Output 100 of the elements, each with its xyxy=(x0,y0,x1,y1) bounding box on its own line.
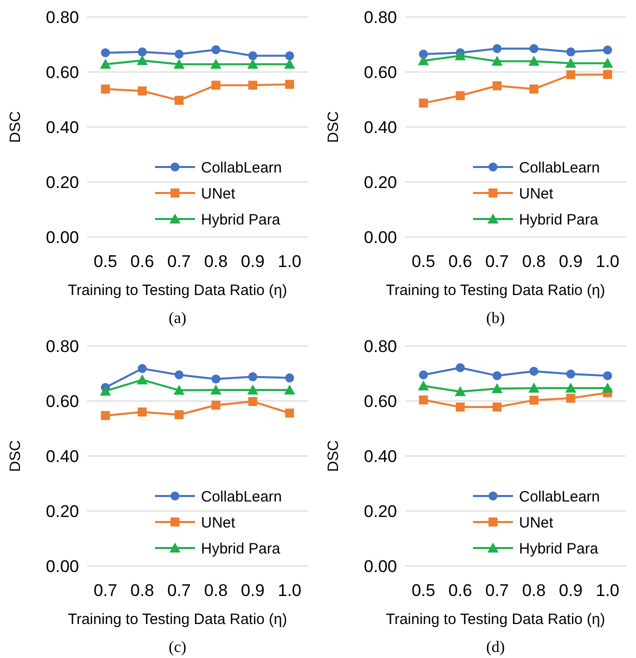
legend-label: Hybrid Para xyxy=(519,540,599,558)
text: (d) xyxy=(486,639,505,656)
point xyxy=(100,386,111,396)
point xyxy=(456,402,465,412)
y-tick-label: 0.80 xyxy=(364,336,397,356)
point xyxy=(418,98,428,108)
point xyxy=(138,408,147,416)
point xyxy=(492,383,503,394)
y-tick-label: 0.40 xyxy=(364,446,397,466)
point xyxy=(248,397,258,406)
y-tick-label: 0.60 xyxy=(46,392,79,411)
point xyxy=(418,370,428,380)
x-tick-label: 0.5 xyxy=(412,581,436,600)
point xyxy=(456,91,465,100)
point xyxy=(248,372,258,382)
x-tick-label: 0.8 xyxy=(204,252,228,271)
x-tick-label: 0.9 xyxy=(558,252,583,271)
point xyxy=(174,96,184,105)
point xyxy=(492,81,502,90)
point xyxy=(211,80,220,90)
point xyxy=(529,84,538,94)
y-axis-title: DSC xyxy=(325,111,342,143)
point xyxy=(284,384,296,394)
point xyxy=(136,54,148,65)
point xyxy=(529,44,538,54)
legend-label: UNet xyxy=(201,514,236,532)
x-tick-label: 0.9 xyxy=(558,581,583,600)
x-tick-label: 0.8 xyxy=(522,581,546,600)
point xyxy=(492,44,502,54)
point xyxy=(174,370,184,380)
x-tick-label: 1.0 xyxy=(596,252,620,271)
point xyxy=(174,50,184,59)
x-tick-label: 0.6 xyxy=(448,581,472,600)
x-tick-label: 1.0 xyxy=(596,581,620,600)
point xyxy=(174,384,185,395)
y-tick-label: 0.20 xyxy=(364,502,397,521)
x-tick-label: 0.5 xyxy=(412,252,436,271)
point xyxy=(565,382,576,393)
point xyxy=(100,58,111,69)
point xyxy=(492,371,502,380)
y-tick-label: 0.40 xyxy=(46,118,79,137)
y-tick-label: 0.40 xyxy=(46,446,79,466)
point xyxy=(211,45,220,54)
x-tick-label: 0.5 xyxy=(94,252,118,271)
point xyxy=(456,363,465,372)
point xyxy=(454,386,466,396)
point xyxy=(492,402,502,412)
x-tick-label: 0.7 xyxy=(485,252,509,271)
x-axis-title: Training to Testing Data Ratio (η) xyxy=(68,611,288,628)
point xyxy=(565,58,576,68)
text: (c) xyxy=(168,639,186,656)
point xyxy=(529,396,538,405)
y-tick-label: 0.00 xyxy=(364,228,397,247)
point xyxy=(603,371,612,380)
legend-label: UNet xyxy=(519,185,554,202)
point xyxy=(285,51,294,60)
point xyxy=(211,400,220,410)
point xyxy=(602,58,614,68)
point xyxy=(285,373,294,382)
point xyxy=(285,80,294,89)
point xyxy=(174,58,185,69)
point xyxy=(174,410,184,420)
point xyxy=(566,370,576,379)
point xyxy=(529,366,538,376)
point xyxy=(210,384,222,394)
text: (a) xyxy=(168,310,186,327)
y-tick-label: 0.80 xyxy=(46,8,79,27)
y-tick-label: 0.00 xyxy=(46,228,79,247)
point xyxy=(284,58,296,69)
x-axis-title: Training to Testing Data Ratio (η) xyxy=(386,611,606,628)
point xyxy=(138,364,147,374)
y-tick-label: 0.60 xyxy=(46,62,79,82)
point xyxy=(100,84,110,94)
x-tick-label: 0.7 xyxy=(167,581,191,600)
point xyxy=(528,382,540,393)
legend-label: CollabLearn xyxy=(519,159,600,176)
y-axis-title: DSC xyxy=(7,440,24,472)
x-tick-label: 0.7 xyxy=(167,252,191,271)
x-tick-label: 0.9 xyxy=(240,581,265,600)
legend-label: CollabLearn xyxy=(519,488,600,506)
point xyxy=(454,50,466,60)
x-tick-label: 0.8 xyxy=(522,252,546,271)
legend-label: CollabLearn xyxy=(201,159,282,176)
y-tick-label: 0.60 xyxy=(364,62,397,82)
point xyxy=(247,384,258,394)
point xyxy=(138,86,147,96)
point xyxy=(138,47,147,56)
y-tick-label: 0.20 xyxy=(46,172,79,192)
legend-label: UNet xyxy=(519,514,554,532)
point xyxy=(566,70,576,80)
point xyxy=(528,56,540,66)
y-axis-title: DSC xyxy=(325,440,342,472)
point xyxy=(285,408,294,418)
text: (b) xyxy=(486,310,505,327)
point xyxy=(248,51,258,60)
y-tick-label: 0.20 xyxy=(46,502,79,521)
legend-label: Hybrid Para xyxy=(201,540,281,558)
x-axis-title: Training to Testing Data Ratio (η) xyxy=(68,282,288,299)
point xyxy=(603,46,612,54)
x-tick-label: 1.0 xyxy=(278,252,302,271)
